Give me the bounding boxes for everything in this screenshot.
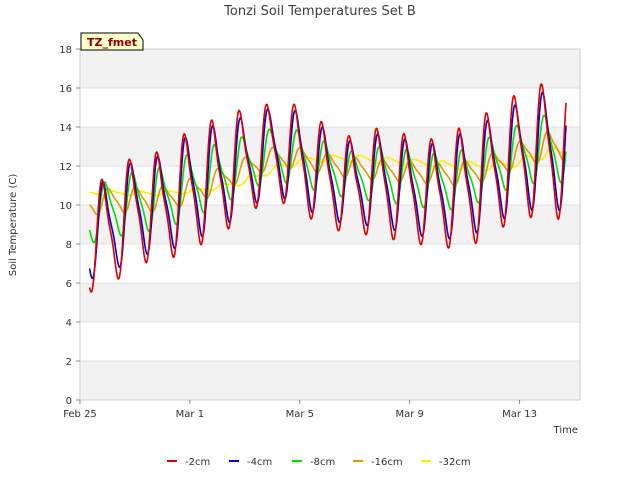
plot-background [80,49,580,401]
y-axis-label: Soil Temperature (C) [8,174,19,277]
x-tick-label: Mar 9 [395,409,423,420]
legend-item: -4cm [229,457,272,468]
y-tick-label: 6 [66,279,72,290]
grid-band [80,244,580,283]
series-line-8cm [88,114,567,244]
y-tick-label: 12 [59,162,72,173]
plot-border [79,48,581,401]
site-tag: TZ_fmet [80,32,144,51]
series-line-4cm [88,91,567,280]
grid-band [80,88,580,127]
series-line-2cm [88,83,567,293]
y-tick-label: 10 [59,201,72,212]
x-axis-ticks: Feb 25 Mar 1 Mar 5 Mar 9 Mar 13 [63,400,537,420]
y-tick-label: 2 [66,357,72,368]
site-tag-label: TZ_fmet [87,36,137,49]
y-tick-label: 18 [59,45,72,56]
x-tick-label: Feb 25 [63,409,97,420]
chart-legend: -2cm -4cm -8cm -16cm -32cm [167,457,471,468]
grid-band [80,361,580,400]
x-axis-label: Time [553,425,578,436]
chart-title: Tonzi Soil Temperatures Set B [223,4,416,19]
grid-band [80,49,580,88]
legend-item: -8cm [292,457,335,468]
x-tick-label: Mar 5 [286,409,314,420]
legend-item: -2cm [167,457,210,468]
legend-label: -8cm [310,457,335,468]
legend-label: -32cm [439,457,471,468]
y-tick-label: 4 [66,318,72,329]
x-tick-label: Mar 1 [176,409,204,420]
grid-band [80,205,580,244]
series-lines [88,83,567,293]
y-tick-label: 14 [59,123,72,134]
grid-band [80,283,580,322]
y-tick-label: 0 [66,396,72,407]
legend-label: -16cm [371,457,403,468]
y-axis-ticks: 0 2 4 6 8 10 12 14 16 18 [59,45,80,407]
legend-item: -16cm [353,457,403,468]
legend-label: -2cm [185,457,210,468]
x-tick-label: Mar 13 [502,409,537,420]
y-tick-label: 16 [59,84,72,95]
y-tick-label: 8 [66,240,72,251]
grid-band [80,322,580,361]
plot-frame [79,48,581,401]
site-tag-box [80,32,144,51]
legend-item: -32cm [421,457,471,468]
legend-label: -4cm [247,457,272,468]
